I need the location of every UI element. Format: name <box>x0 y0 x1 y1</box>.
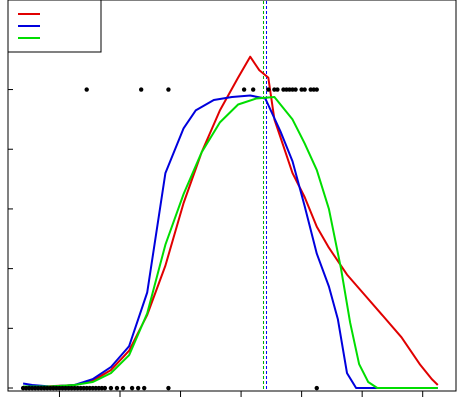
legend <box>7 0 102 53</box>
point-top-16 <box>311 87 316 92</box>
point-bottom-13 <box>60 385 65 391</box>
point-bottom-21 <box>84 385 89 391</box>
point-bottom-25 <box>96 385 102 391</box>
point-top-12 <box>293 87 298 92</box>
point-bottom-6 <box>39 385 44 391</box>
point-bottom-8 <box>45 385 50 391</box>
point-bottom-3 <box>30 385 35 391</box>
point-bottom-30 <box>120 385 126 391</box>
point-top-4 <box>250 87 256 92</box>
point-bottom-7 <box>42 385 47 391</box>
point-bottom-28 <box>108 385 114 391</box>
point-bottom-29 <box>114 385 120 391</box>
point-bottom-34 <box>166 385 171 391</box>
point-bottom-19 <box>78 385 83 391</box>
data-points <box>20 87 319 391</box>
point-bottom-11 <box>54 385 59 391</box>
point-top-11 <box>290 87 295 92</box>
series-line-2 <box>23 96 438 389</box>
point-bottom-32 <box>135 385 141 391</box>
point-top-9 <box>284 87 289 92</box>
point-bottom-26 <box>99 385 105 391</box>
point-bottom-24 <box>93 385 98 391</box>
series-line-0 <box>23 55 439 389</box>
point-bottom-4 <box>33 385 38 391</box>
point-bottom-16 <box>69 385 74 391</box>
point-top-10 <box>287 87 292 92</box>
point-bottom-1 <box>23 385 29 391</box>
point-bottom-20 <box>81 385 86 391</box>
point-top-14 <box>302 87 307 92</box>
x-axis-ticks <box>58 391 424 397</box>
point-top-1 <box>138 87 144 92</box>
point-bottom-12 <box>57 385 62 391</box>
point-top-13 <box>299 87 304 92</box>
point-bottom-22 <box>87 385 92 391</box>
point-bottom-17 <box>72 385 77 391</box>
point-bottom-35 <box>314 385 319 391</box>
point-bottom-9 <box>48 385 53 391</box>
point-top-2 <box>166 87 171 92</box>
point-top-8 <box>281 87 286 92</box>
point-bottom-33 <box>142 385 147 391</box>
series-lines <box>22 55 439 389</box>
point-top-0 <box>84 87 89 92</box>
plot-frame <box>7 0 457 392</box>
point-top-3 <box>241 87 247 92</box>
point-bottom-5 <box>36 385 41 391</box>
point-top-6 <box>272 87 277 92</box>
point-bottom-18 <box>75 385 80 391</box>
point-top-17 <box>314 87 319 92</box>
series-line-1 <box>22 94 438 389</box>
point-bottom-10 <box>51 385 56 391</box>
point-top-15 <box>308 87 313 92</box>
point-bottom-0 <box>20 385 26 391</box>
point-bottom-27 <box>102 385 108 391</box>
point-bottom-2 <box>26 385 32 391</box>
point-bottom-15 <box>66 385 71 391</box>
point-top-5 <box>266 87 271 92</box>
point-bottom-23 <box>90 385 95 391</box>
point-bottom-31 <box>129 385 135 391</box>
reference-lines <box>262 1 268 391</box>
point-top-7 <box>275 87 280 92</box>
point-bottom-14 <box>63 385 68 391</box>
